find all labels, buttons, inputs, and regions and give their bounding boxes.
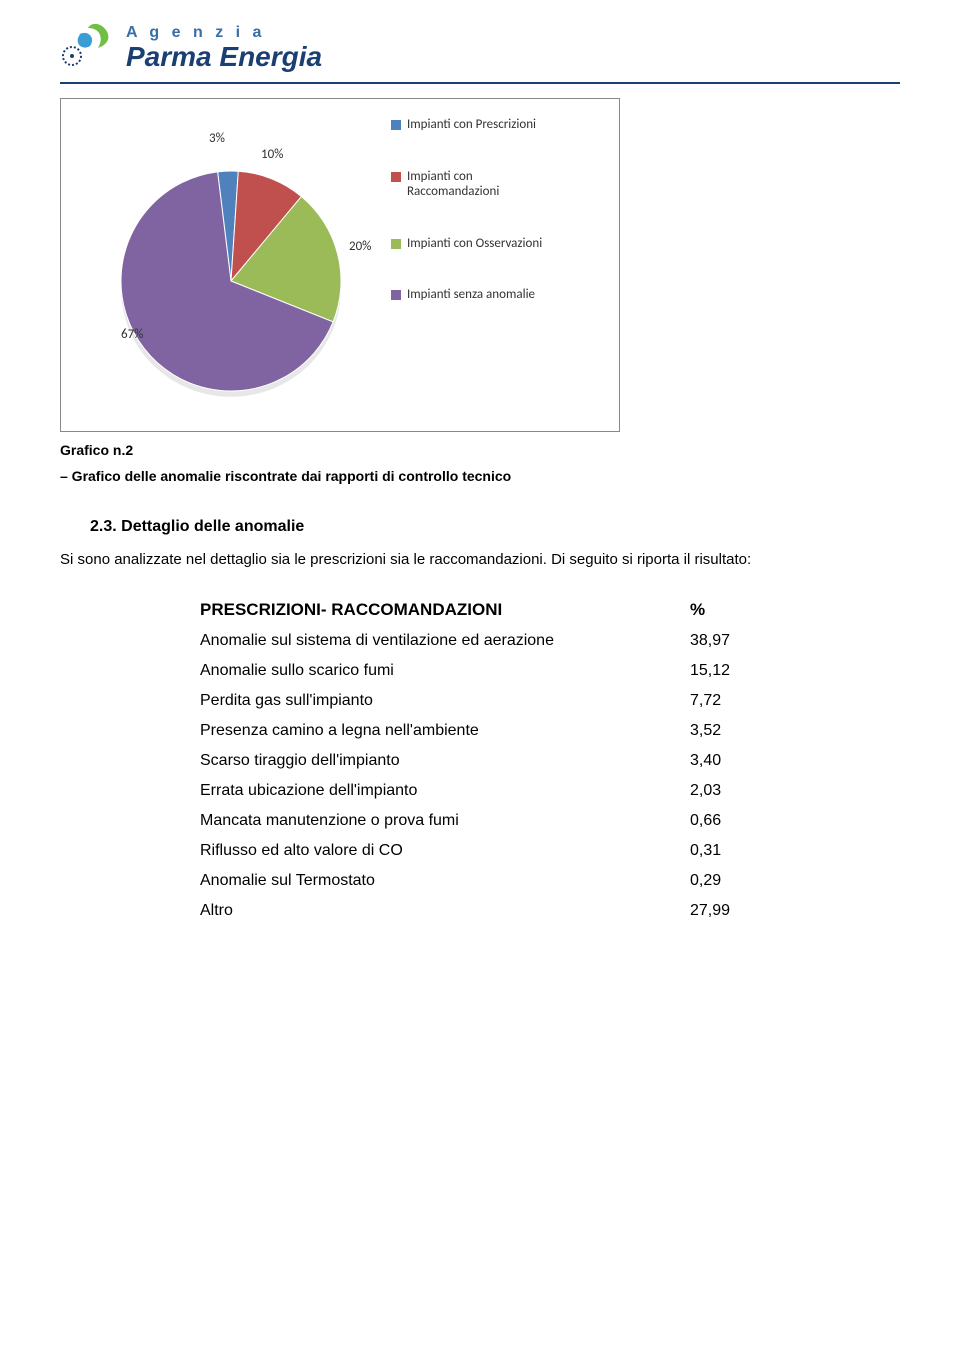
caption-title: Grafico n.2 — [60, 442, 133, 458]
table-row: Scarso tiraggio dell'impianto3,40 — [200, 746, 760, 776]
table-cell-value: 2,03 — [690, 782, 760, 800]
table-cell-label: Perdita gas sull'impianto — [200, 692, 690, 710]
legend-swatch-icon — [391, 239, 401, 249]
pie-slice-label: 20% — [349, 239, 371, 254]
table-cell-label: Errata ubicazione dell'impianto — [200, 782, 690, 800]
legend-item: Impianti con Raccomandazioni — [391, 169, 557, 200]
table-cell-value: 0,31 — [690, 842, 760, 860]
header-divider — [60, 82, 900, 84]
legend-label: Impianti con Raccomandazioni — [407, 169, 557, 200]
table-row: Errata ubicazione dell'impianto2,03 — [200, 776, 760, 806]
table-row: Perdita gas sull'impianto7,72 — [200, 686, 760, 716]
table-header-c2: % — [690, 600, 760, 620]
legend-item: Impianti con Osservazioni — [391, 236, 557, 252]
table-cell-label: Scarso tiraggio dell'impianto — [200, 752, 690, 770]
chart-legend: Impianti con Prescrizioni Impianti con Ra… — [391, 111, 557, 303]
table-row: Mancata manutenzione o prova fumi0,66 — [200, 806, 760, 836]
table-row: Anomalie sullo scarico fumi15,12 — [200, 656, 760, 686]
legend-item: Impianti senza anomalie — [391, 287, 557, 303]
table-cell-value: 27,99 — [690, 902, 760, 920]
legend-label: Impianti con Prescrizioni — [407, 117, 536, 133]
table-cell-label: Anomalie sul sistema di ventilazione ed … — [200, 632, 690, 650]
page: A g e n z i a Parma Energia 3%10%20%67% … — [0, 0, 960, 966]
table-row: Anomalie sul Termostato0,29 — [200, 866, 760, 896]
legend-item: Impianti con Prescrizioni — [391, 117, 557, 133]
table-cell-label: Riflusso ed alto valore di CO — [200, 842, 690, 860]
logo-line2: Parma Energia — [126, 42, 322, 71]
anomalies-table: PRESCRIZIONI- RACCOMANDAZIONI % Anomalie… — [200, 594, 760, 926]
table-cell-label: Presenza camino a legna nell'ambiente — [200, 722, 690, 740]
table-cell-value: 7,72 — [690, 692, 760, 710]
logo-mark-icon — [60, 20, 116, 76]
caption-subtitle: – Grafico delle anomalie riscontrate dai… — [60, 468, 511, 484]
chart-caption-subtitle: – Grafico delle anomalie riscontrate dai… — [60, 468, 900, 484]
table-cell-value: 38,97 — [690, 632, 760, 650]
table-cell-value: 15,12 — [690, 662, 760, 680]
table-cell-value: 3,40 — [690, 752, 760, 770]
table-row: Altro27,99 — [200, 896, 760, 926]
legend-label: Impianti con Osservazioni — [407, 236, 542, 252]
table-header-c1: PRESCRIZIONI- RACCOMANDAZIONI — [200, 600, 690, 620]
pie-slice-label: 3% — [209, 131, 225, 146]
chart-caption: Grafico n.2 — [60, 442, 900, 458]
table-cell-label: Anomalie sul Termostato — [200, 872, 690, 890]
table-row: Anomalie sul sistema di ventilazione ed … — [200, 626, 760, 656]
table-cell-label: Anomalie sullo scarico fumi — [200, 662, 690, 680]
table-cell-value: 0,29 — [690, 872, 760, 890]
logo-line1: A g e n z i a — [126, 25, 322, 42]
logo: A g e n z i a Parma Energia — [60, 20, 900, 76]
section-body: Si sono analizzate nel dettaglio sia le … — [60, 550, 900, 570]
legend-swatch-icon — [391, 290, 401, 300]
legend-swatch-icon — [391, 120, 401, 130]
legend-label: Impianti senza anomalie — [407, 287, 535, 303]
table-row: Presenza camino a legna nell'ambiente3,5… — [200, 716, 760, 746]
table-cell-label: Mancata manutenzione o prova fumi — [200, 812, 690, 830]
section-heading: 2.3. Dettaglio delle anomalie — [90, 518, 900, 536]
chart-area: 3%10%20%67% Impianti con PrescrizioniImp… — [71, 111, 609, 411]
pie-chart-box: 3%10%20%67% Impianti con PrescrizioniImp… — [60, 98, 620, 432]
pie-chart: 3% 10% 20% 67% — [81, 111, 381, 411]
table-row: Riflusso ed alto valore di CO0,31 — [200, 836, 760, 866]
table-cell-value: 3,52 — [690, 722, 760, 740]
pie-slice-label: 67% — [121, 327, 143, 342]
table-cell-label: Altro — [200, 902, 690, 920]
legend-swatch-icon — [391, 172, 401, 182]
table-cell-value: 0,66 — [690, 812, 760, 830]
table-header: PRESCRIZIONI- RACCOMANDAZIONI % — [200, 594, 760, 626]
logo-text: A g e n z i a Parma Energia — [126, 25, 322, 71]
pie-slice-label: 10% — [261, 147, 283, 162]
